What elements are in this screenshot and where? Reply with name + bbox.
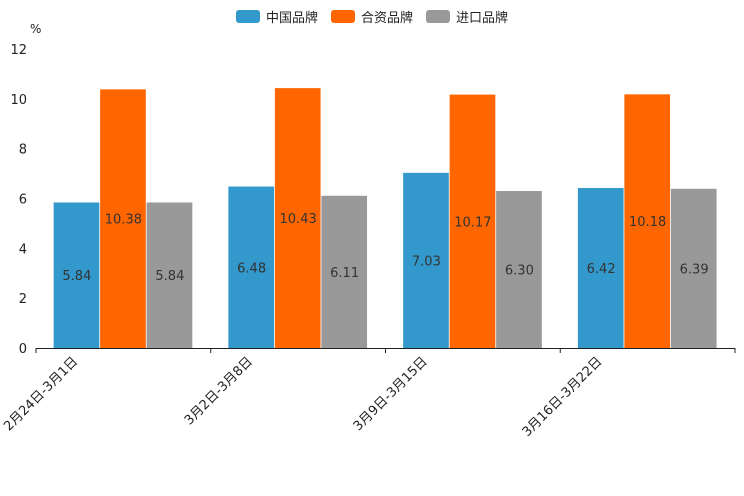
bar-value-label: 5.84 [62, 269, 91, 284]
bar-2-0 [146, 202, 193, 348]
x-category-label: 3月9日-3月15日 [351, 354, 431, 434]
bar-value-label: 6.39 [680, 262, 709, 277]
x-category-label: 2月24日-3月1日 [1, 354, 81, 434]
bar-0-3 [577, 188, 624, 348]
x-category-label: 3月2日-3月8日 [182, 354, 256, 428]
bar-value-label: 6.42 [587, 262, 616, 277]
legend-label-joint-venture-brand: 合资品牌 [360, 11, 413, 26]
y-tick-label: 2 [19, 292, 27, 307]
legend: 中国品牌 合资品牌 进口品牌 [0, 7, 744, 26]
bar-value-label: 6.30 [505, 264, 534, 279]
legend-label-china-brand: 中国品牌 [265, 11, 318, 26]
bar-1-3 [624, 94, 671, 349]
bar-2-2 [496, 191, 542, 348]
bar-value-label: 7.03 [412, 254, 441, 269]
legend-swatch-joint-venture-brand [330, 10, 355, 23]
bar-2-3 [670, 188, 717, 348]
bar-1-0 [100, 89, 146, 349]
bar-value-label: 10.43 [280, 212, 317, 227]
y-axis-unit: % [30, 22, 42, 36]
bar-1-1 [274, 88, 321, 348]
y-tick-label: 8 [19, 143, 27, 158]
legend-swatch-imported-brand [426, 10, 450, 23]
bar-value-label: 10.17 [454, 215, 491, 230]
y-tick-label: 6 [19, 193, 27, 208]
y-tick-label: 10 [10, 93, 27, 108]
bar-value-label: 10.18 [629, 215, 666, 230]
y-tick-label: 4 [19, 242, 27, 257]
legend-item-imported-brand[interactable]: 进口品牌 [426, 7, 508, 26]
y-tick-label: 0 [19, 342, 27, 357]
bar-0-2 [403, 172, 449, 348]
x-category-label: 3月16日-3月22日 [520, 354, 606, 440]
y-tick-label: 12 [10, 43, 27, 58]
bar-0-0 [53, 202, 100, 348]
bar-value-label: 6.48 [237, 261, 266, 276]
legend-item-china-brand[interactable]: 中国品牌 [235, 7, 318, 26]
bar-2-1 [321, 195, 368, 348]
bar-value-label: 6.11 [330, 266, 359, 281]
bar-1-2 [449, 94, 496, 348]
legend-label-imported-brand: 进口品牌 [456, 11, 509, 26]
bar-value-label: 5.84 [155, 269, 184, 284]
legend-swatch-china-brand [235, 10, 260, 23]
bar-value-label: 10.38 [105, 213, 142, 228]
legend-item-joint-venture-brand[interactable]: 合资品牌 [330, 7, 413, 26]
bar-0-1 [228, 186, 275, 348]
